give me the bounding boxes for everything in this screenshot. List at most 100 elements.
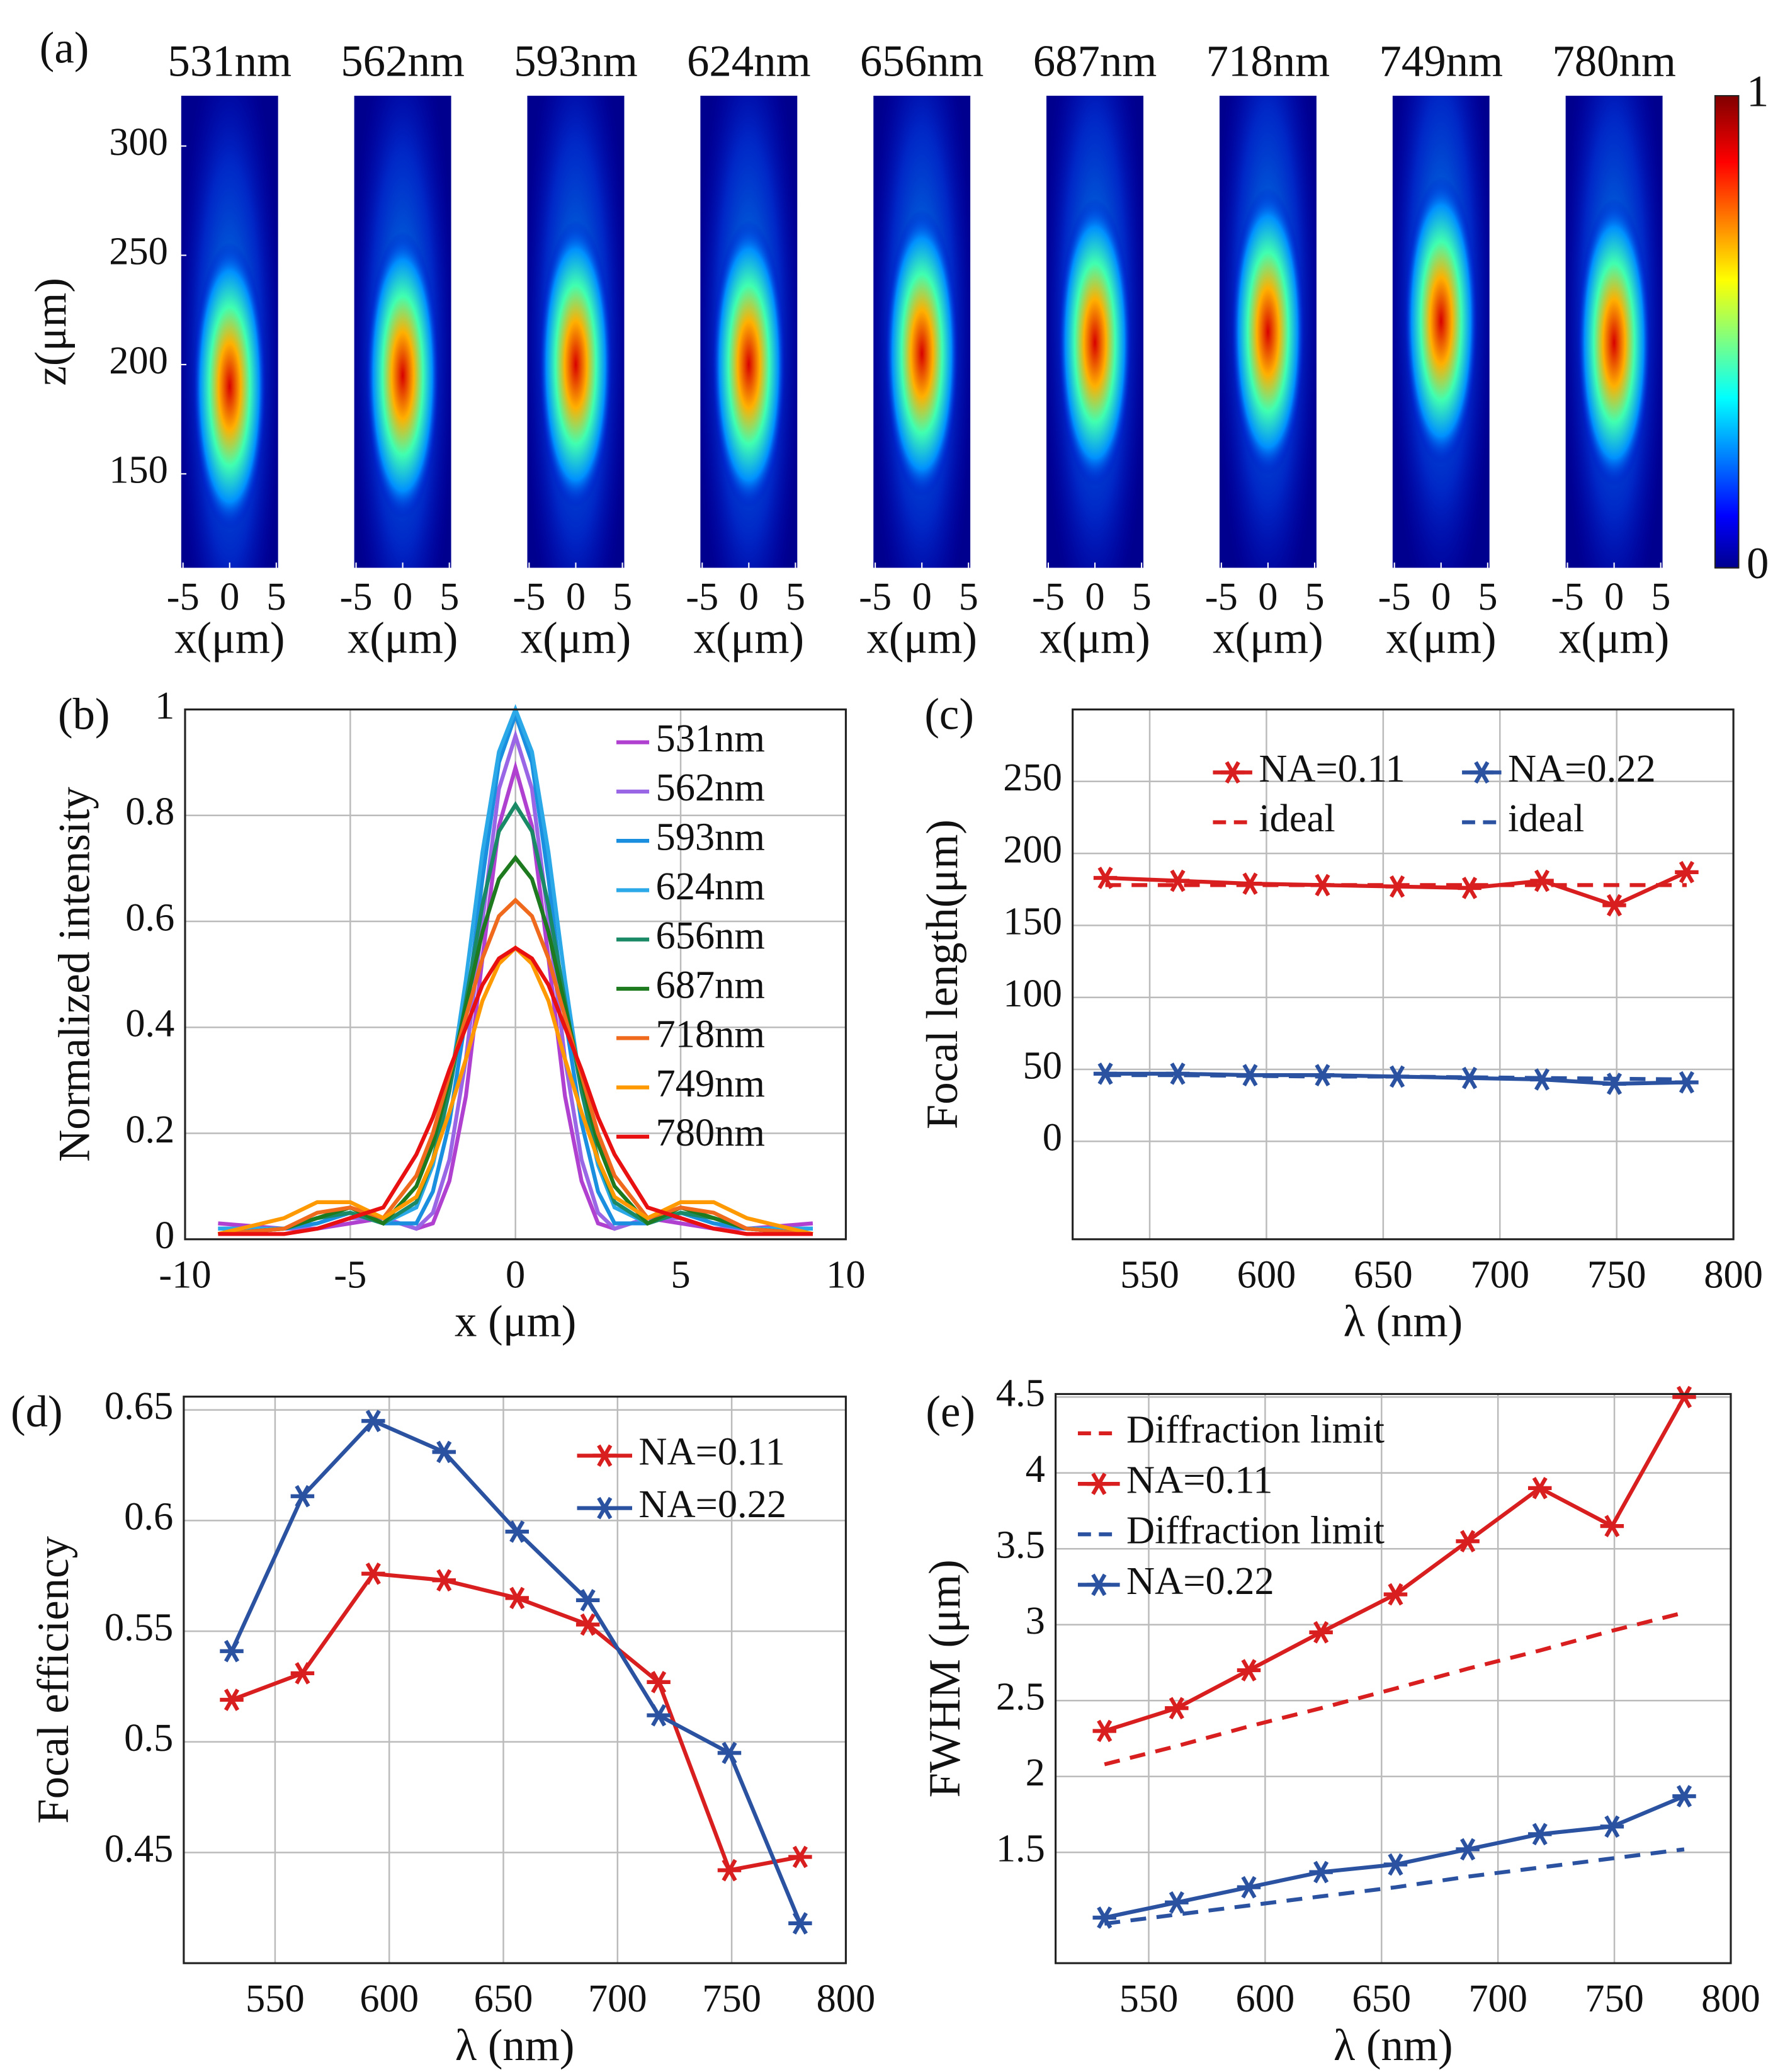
series-line [1105, 1073, 1687, 1082]
y-axis-label: z(μm) [26, 278, 76, 386]
x-tick-label: 750 [702, 1976, 761, 2020]
x-tick-label: 0 [1604, 574, 1624, 618]
heatmap [527, 96, 625, 568]
x-tick-label: 0 [393, 574, 412, 618]
map-title: 687nm [1033, 37, 1157, 86]
marker [1309, 1621, 1333, 1644]
marker [361, 1562, 385, 1585]
x-tick-label: 5 [1651, 574, 1670, 618]
map-title: 780nm [1552, 37, 1676, 86]
legend-marker [1087, 1573, 1111, 1597]
y-tick-label: 0.8 [125, 789, 174, 833]
plot-area [1093, 861, 1699, 1095]
y-axis-label: Normalized intensity [50, 787, 99, 1162]
x-tick-label: 750 [1585, 1976, 1644, 2020]
x-tick-label: 0 [566, 574, 586, 618]
x-tick-label: 5 [1305, 574, 1324, 618]
plot-area [217, 703, 813, 1236]
y-tick-label: 200 [109, 338, 168, 382]
marker [788, 1845, 812, 1869]
x-tick-label: -10 [159, 1253, 211, 1297]
marker [575, 1613, 600, 1636]
x-tick-label: 0 [1258, 574, 1277, 618]
marker [717, 1859, 742, 1882]
map-title: 593nm [514, 37, 638, 86]
x-tick-label: -5 [513, 574, 545, 618]
legend-label: 593nm [655, 814, 764, 858]
marker [1675, 1071, 1699, 1094]
marker [505, 1586, 530, 1610]
marker [1600, 1815, 1624, 1838]
y-tick-label: 200 [1003, 827, 1062, 871]
x-tick-label: 5 [613, 574, 632, 618]
series-line [1104, 1794, 1685, 1920]
y-tick-label: 300 [109, 120, 168, 164]
series-line [218, 945, 813, 1236]
marker [1165, 1891, 1189, 1914]
legend-marker [592, 1444, 617, 1467]
panel-label: (a) [40, 24, 89, 73]
marker [1237, 1876, 1261, 1899]
marker [1602, 1073, 1626, 1095]
marker [1675, 861, 1699, 884]
x-tick-label: 600 [360, 1976, 419, 2020]
heatmap [1392, 96, 1490, 568]
marker [1527, 1477, 1552, 1500]
y-axis-label: Focal efficiency [29, 1535, 78, 1823]
marker [432, 1569, 456, 1592]
x-axis-label: λ (nm) [1344, 1297, 1463, 1346]
panel-label: (d) [11, 1387, 63, 1437]
x-tick-label: 550 [246, 1976, 305, 2020]
x-axis-label: λ (nm) [455, 2021, 575, 2070]
focus-spot [1231, 187, 1305, 476]
x-axis-label: λ (nm) [1334, 2021, 1453, 2070]
y-tick-label: 0.65 [105, 1384, 173, 1428]
x-axis-label: x(μm) [1039, 614, 1150, 663]
x-tick-label: 600 [1237, 1253, 1296, 1297]
legend-marker [592, 1496, 617, 1520]
heatmap [354, 96, 451, 568]
x-tick-label: 5 [439, 574, 459, 618]
y-tick-label: 2.5 [996, 1675, 1045, 1719]
x-tick-label: 700 [1470, 1253, 1529, 1297]
focus-spot [885, 209, 959, 498]
x-tick-label: 5 [266, 574, 286, 618]
legend-label: ideal [1508, 796, 1584, 840]
x-axis-label: x(μm) [866, 614, 977, 663]
x-tick-label: 650 [1354, 1253, 1413, 1297]
series-line [218, 854, 813, 1236]
x-tick-label: -5 [1032, 574, 1065, 618]
y-tick-label: 100 [1003, 971, 1062, 1015]
marker [1527, 1823, 1552, 1846]
colorbar-tick-label: 1 [1747, 67, 1769, 116]
y-tick-label: 4 [1026, 1447, 1045, 1491]
x-tick-label: -5 [334, 1253, 366, 1297]
marker [1672, 1785, 1696, 1807]
marker [1600, 1515, 1624, 1537]
x-tick-label: 5 [671, 1253, 690, 1297]
heatmap [1046, 96, 1144, 568]
x-tick-label: 0 [912, 574, 932, 618]
y-tick-label: 4.5 [996, 1371, 1045, 1415]
legend-label: 687nm [655, 962, 764, 1006]
marker [788, 1912, 812, 1935]
legend-label: NA=0.11 [638, 1430, 785, 1474]
series-line [1104, 1847, 1685, 1926]
marker [575, 1589, 600, 1612]
legend-marker [1087, 1472, 1111, 1495]
x-tick-label: 0 [1085, 574, 1104, 618]
x-tick-label: 550 [1120, 1253, 1179, 1297]
x-tick-label: 5 [1132, 574, 1152, 618]
marker [1165, 1697, 1189, 1720]
axes-frame [183, 1396, 847, 1964]
y-tick-label: 3 [1026, 1598, 1045, 1642]
y-tick-label: 0.6 [125, 895, 174, 939]
map-title: 562nm [341, 37, 465, 86]
x-tick-label: -5 [340, 574, 373, 618]
focus-spot [1058, 198, 1132, 487]
marker [1383, 1583, 1408, 1606]
axes-frame [184, 708, 847, 1241]
marker [505, 1520, 530, 1543]
